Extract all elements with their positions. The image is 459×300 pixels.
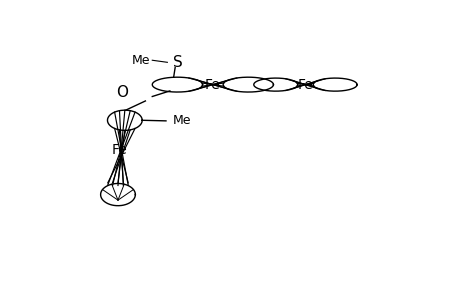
- Text: O: O: [116, 85, 128, 100]
- Text: Fe: Fe: [297, 78, 313, 92]
- Text: Fe: Fe: [204, 78, 220, 92]
- Text: Fe: Fe: [111, 143, 127, 157]
- Text: Me: Me: [173, 114, 191, 128]
- Text: S: S: [172, 55, 182, 70]
- Text: Me: Me: [131, 54, 150, 67]
